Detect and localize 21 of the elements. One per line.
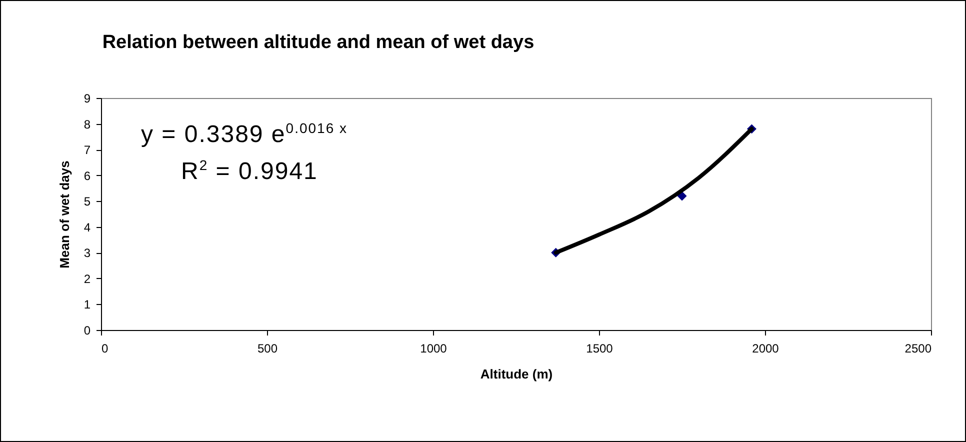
y-tick-label: 9 [84,92,91,106]
y-tick-label: 6 [84,168,91,183]
annotation: y = 0.3389 e$^{0.0016 x}$ [141,119,348,150]
x-tick-label: 2500 [904,342,932,356]
y-tick-label: 0 [84,324,91,338]
y-tick-label: 3 [84,246,91,260]
chart-title: Relation between altitude and mean of wet days [102,32,534,53]
y-tick-label: 5 [84,194,91,209]
x-tick-label: 1000 [420,342,448,356]
y-tick-label: 1 [84,298,91,312]
y-tick-label: 2 [84,272,91,286]
x-tick-label: 1500 [586,342,614,356]
x-tick-label: 2000 [752,342,780,356]
y-tick-label: 8 [84,117,91,132]
x-tick-label: 500 [257,342,278,356]
y-tick-label: 4 [84,220,91,234]
annotation: R$^{2}$ = 0.9941 [181,156,319,187]
x-tick-label: 0 [102,342,108,356]
y-axis-title: Mean of wet days [56,160,72,268]
x-axis-title: Altitude (m) [480,366,553,382]
y-tick-label: 7 [84,143,91,158]
